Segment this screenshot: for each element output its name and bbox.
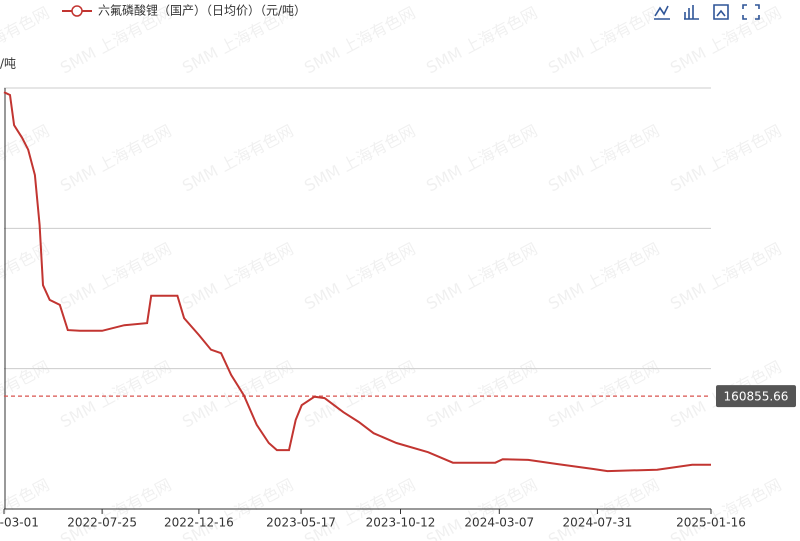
legend[interactable]: 六氟磷酸锂（国产）（日均价）（元/吨）: [62, 3, 306, 18]
x-tick-label: 2023-05-17: [266, 516, 336, 530]
watermark: SMM 上海有色网: [57, 475, 174, 541]
x-tick-label: 2022-07-25: [67, 516, 137, 530]
watermark: SMM 上海有色网: [301, 475, 418, 541]
watermark: SMM 上海有色网: [423, 475, 540, 541]
watermark: SMM 上海有色网: [667, 121, 784, 195]
legend-symbol: [71, 5, 83, 17]
watermark: SMM 上海有色网: [57, 121, 174, 195]
watermark: SMM 上海有色网: [545, 3, 662, 77]
watermark: SMM 上海有色网: [179, 475, 296, 541]
plot-area: 2022-03-01 2022-07-25 2022-12-16 2023-05-17…: [0, 87, 796, 530]
tool-line[interactable]: [654, 5, 670, 20]
watermark: SMM 上海有色网: [545, 121, 662, 195]
y-axis-label: /吨: [0, 57, 16, 71]
watermark: SMM 上海有色网: [57, 239, 174, 313]
watermark: SMM 上海有色网: [301, 3, 418, 77]
watermark: SMM 上海有色网: [545, 475, 662, 541]
watermark: SMM 上海有色网: [179, 239, 296, 313]
watermark: SMM 上海有色网: [423, 3, 540, 77]
x-tick-label: 2024-07-31: [563, 516, 633, 530]
mark-line-label-bg: [716, 385, 796, 408]
watermark: SMM 上海有色网: [423, 121, 540, 195]
x-tick-label: 2022-12-16: [164, 516, 234, 530]
watermark: SMM 上海有色网: [667, 239, 784, 313]
x-tick-label: 2024-03-07: [464, 516, 534, 530]
series-line: [3, 91, 711, 473]
tool-fullscreen[interactable]: [742, 4, 760, 20]
tool-save[interactable]: [713, 4, 729, 20]
mark-line-label: 160855.66: [724, 390, 789, 404]
watermark: SMM 上海有色网: [0, 475, 52, 541]
watermark: SMM 上海有色网: [545, 239, 662, 313]
watermark: SMM 上海有色网: [301, 239, 418, 313]
legend-label: 六氟磷酸锂（国产）（日均价）（元/吨）: [98, 3, 306, 18]
x-tick-label: 2022-03-01: [0, 516, 39, 530]
x-tick-label: 2023-10-12: [366, 516, 436, 530]
watermark: SMM 上海有色网: [0, 121, 52, 195]
watermark: SMM 上海有色网: [179, 121, 296, 195]
watermark: SMM 上海有色网: [301, 121, 418, 195]
watermark: SMM 上海有色网: [0, 239, 52, 313]
x-tick-label: 2025-01-16: [676, 516, 746, 530]
watermark: SMM 上海有色网: [667, 475, 784, 541]
tool-bar[interactable]: [684, 5, 699, 20]
toolbox[interactable]: [654, 4, 760, 20]
watermark: SMM 上海有色网: [423, 239, 540, 313]
